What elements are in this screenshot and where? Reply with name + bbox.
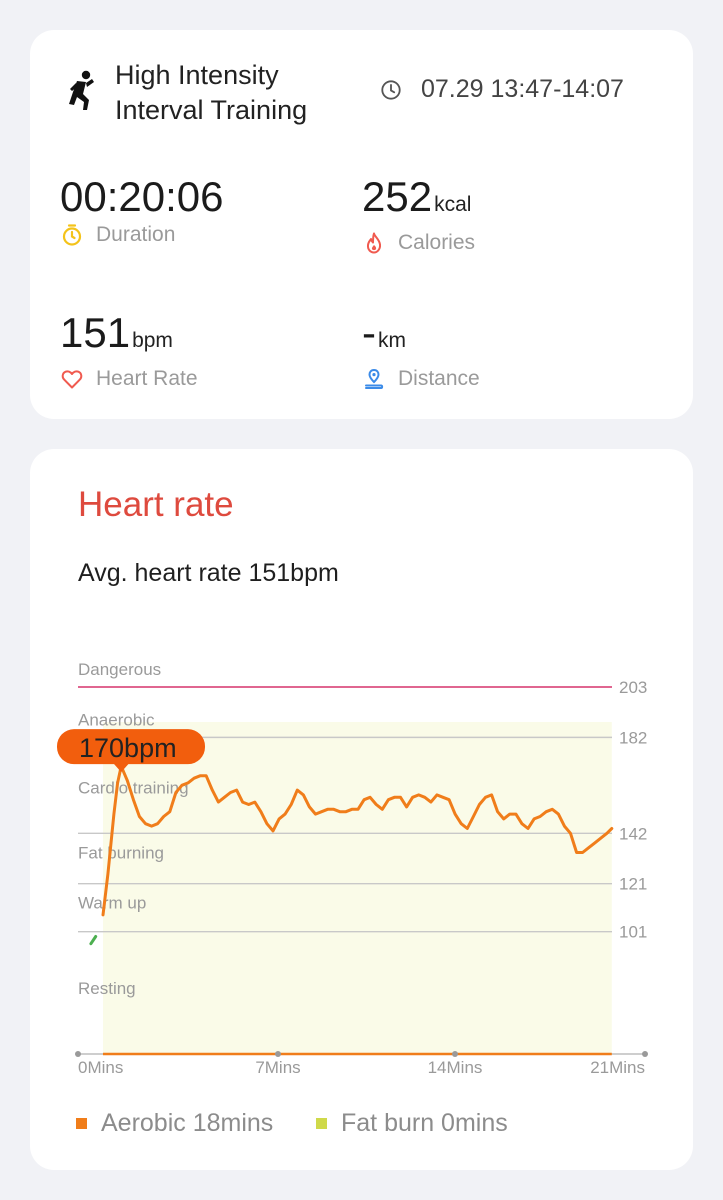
- distance-unit: km: [378, 329, 406, 352]
- workout-title: High Intensity Interval Training: [115, 60, 308, 125]
- heart-rate-card: Heart rate Avg. heart rate 151bpm 203 182…: [30, 449, 693, 1170]
- zone-threshold-anaerobic: 182: [619, 728, 647, 747]
- workout-time: 07.29 13:47-14:07: [380, 75, 624, 104]
- duration-label: Duration: [96, 223, 176, 246]
- calories-unit: kcal: [434, 193, 472, 216]
- x-tick-label-1: 7Mins: [255, 1058, 300, 1077]
- heart-rate-line-resting: [89, 935, 98, 946]
- zone-label-anaerobic: Anaerobic: [78, 710, 155, 729]
- peak-tooltip-bubble: [57, 729, 205, 765]
- legend-fat-burn-swatch: [316, 1118, 327, 1129]
- x-tick-label-2: 14Mins: [428, 1058, 483, 1077]
- x-tick-dot-3: [642, 1051, 648, 1057]
- zone-label-dangerous: Dangerous: [78, 660, 161, 679]
- legend-fat-burn: Fat burn 0mins: [316, 1109, 508, 1138]
- stat-distance: -km Distance: [362, 311, 480, 391]
- zone-label-resting: Resting: [78, 979, 136, 998]
- stat-heart-rate: 151bpm Heart Rate: [60, 311, 198, 391]
- zone-threshold-resting: 101: [619, 923, 647, 942]
- zone-label-fat-burning: Fat burning: [78, 843, 164, 862]
- time-range: 07.29 13:47-14:07: [421, 75, 624, 103]
- x-tick-dot-2: [452, 1051, 458, 1057]
- person-exercising-icon: [69, 70, 94, 110]
- flame-icon: [366, 232, 382, 254]
- heart-rate-value: 151: [60, 309, 131, 356]
- zone-label-warm-up: Warm up: [78, 894, 146, 913]
- distance-value: -: [362, 309, 376, 356]
- clock-icon: [381, 79, 401, 100]
- legend-aerobic-label: Aerobic 18mins: [101, 1109, 274, 1137]
- average-heart-rate: Avg. heart rate 151bpm: [78, 559, 339, 587]
- peak-tooltip-label: 170bpm: [79, 733, 177, 763]
- legend-fat-burn-label: Fat burn 0mins: [341, 1109, 508, 1137]
- stopwatch-icon: [62, 224, 82, 246]
- stat-duration: 00:20:06 Duration: [60, 175, 224, 247]
- workout-summary-card: High Intensity Interval Training 07.29 1…: [30, 30, 693, 419]
- calories-value: 252: [362, 173, 433, 220]
- heart-icon: [61, 370, 83, 389]
- zone-threshold-fat-burning: 142: [619, 824, 647, 843]
- calories-label: Calories: [398, 231, 476, 254]
- distance-label: Distance: [398, 367, 480, 390]
- zone-threshold-dangerous: 203: [619, 678, 647, 697]
- heart-rate-chart: 203 182 142 121 101 Dangerous Anaerobic Cardio …: [57, 660, 648, 1077]
- x-tick-label-0: 0Mins: [78, 1058, 123, 1077]
- stat-calories: 252kcal Calories: [362, 175, 475, 255]
- x-tick-label-3: 21Mins: [590, 1058, 645, 1077]
- legend-aerobic: Aerobic 18mins: [76, 1109, 273, 1138]
- location-pin-icon: [365, 368, 384, 389]
- zone-label-cardio-training: Cardio training: [78, 778, 189, 797]
- x-tick-dot-1: [275, 1051, 281, 1057]
- legend-aerobic-swatch: [76, 1118, 87, 1129]
- zone-threshold-warm-up: 121: [619, 875, 647, 894]
- x-tick-dot-0: [75, 1051, 81, 1057]
- chart-area-fill: [103, 722, 612, 1054]
- heart-rate-title: Heart rate: [78, 485, 234, 524]
- duration-value: 00:20:06: [60, 173, 224, 220]
- peak-tooltip-pointer: [113, 763, 130, 773]
- heart-rate-unit: bpm: [132, 329, 173, 352]
- heart-rate-line-aerobic: [101, 764, 614, 917]
- heart-rate-label: Heart Rate: [96, 367, 198, 390]
